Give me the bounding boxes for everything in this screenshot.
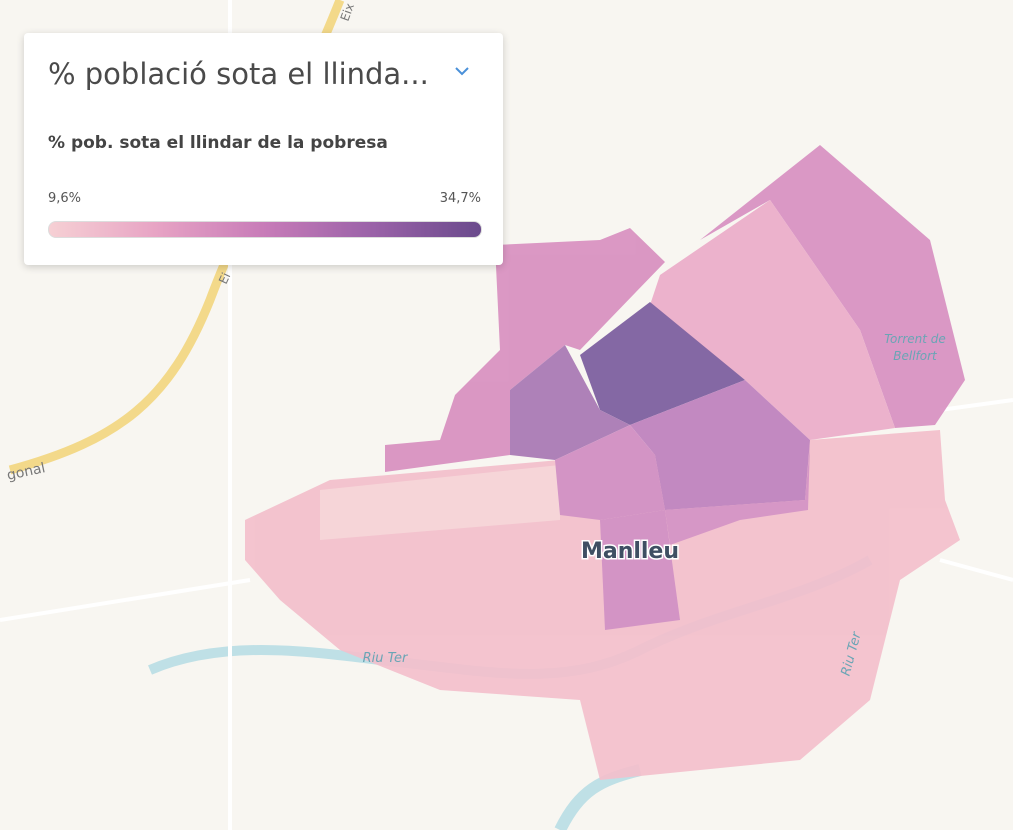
road-label: Ei (216, 270, 233, 286)
legend-card: % població sota el llinda... % pob. sota… (24, 33, 503, 265)
town-label: Manlleu (581, 539, 679, 564)
dropdown-chevron[interactable] (454, 63, 470, 79)
legend-subtitle: % pob. sota el llindar de la pobresa (48, 133, 388, 153)
legend-max: 34,7% (439, 191, 481, 206)
stream-label: Torrent de (884, 332, 946, 346)
district (700, 145, 965, 428)
district (555, 425, 665, 520)
road-label: gonal (6, 460, 47, 484)
district (320, 465, 560, 540)
river-label: Riu Ter (363, 651, 409, 666)
legend-min: 9,6% (48, 191, 82, 206)
road-label: Eix (338, 1, 357, 23)
stream-label: Bellfort (893, 349, 938, 363)
choropleth (245, 145, 965, 780)
district (385, 228, 665, 472)
district (650, 200, 895, 440)
legend-gradient (48, 221, 482, 238)
district (600, 510, 680, 630)
legend-title[interactable]: % població sota el llinda... (48, 57, 429, 91)
district (510, 345, 630, 460)
district (630, 380, 810, 510)
district (580, 302, 745, 425)
district (665, 445, 810, 545)
